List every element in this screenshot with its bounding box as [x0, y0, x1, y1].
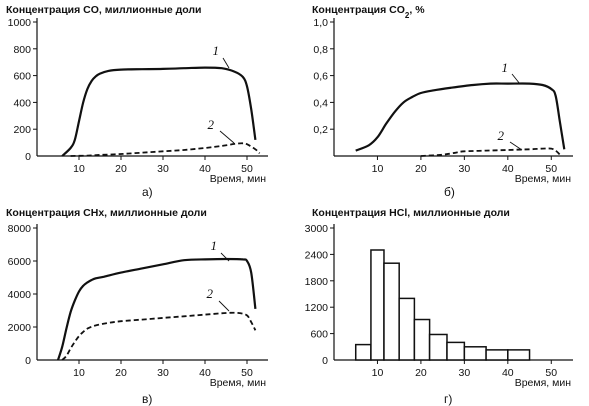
- curve-label-leader: [219, 130, 235, 144]
- x-tick-label: 40: [199, 163, 211, 175]
- title-subscript: 2: [405, 11, 410, 20]
- x-tick-label: 30: [157, 367, 169, 379]
- x-tick-label: 20: [115, 163, 127, 175]
- x-tick-label: 10: [73, 367, 85, 379]
- x-tick-label: 50: [545, 367, 557, 379]
- panel-label: б): [444, 185, 455, 199]
- chart-title: Концентрация HCl, миллионные доли: [312, 207, 510, 219]
- x-tick-label: 50: [241, 163, 253, 175]
- x-tick-label: 30: [157, 163, 169, 175]
- series-line-1: [355, 82, 566, 152]
- chart-title: Концентрация CO2, %: [312, 4, 425, 20]
- chart-panel-3: Концентрация CHx, миллионные доли 0 2000 40…: [6, 207, 268, 406]
- chart-panel-4: Концентрация HCl, миллионные доли 0 600 120…: [305, 207, 573, 406]
- y-tick-label: 600: [13, 71, 31, 83]
- histogram-bar: [507, 349, 531, 361]
- x-tick-label: 10: [372, 163, 384, 175]
- x-tick-label: 20: [415, 367, 427, 379]
- series-line-1: [61, 66, 257, 157]
- panel-label: в): [142, 392, 152, 406]
- x-tick-label: 30: [459, 163, 471, 175]
- histogram-bar: [370, 249, 385, 361]
- x-tick-label: 10: [73, 163, 85, 175]
- curve-label: 2: [498, 128, 505, 143]
- y-tick-label: 8000: [8, 223, 32, 235]
- x-axis-label: Время, мин: [515, 377, 572, 389]
- chart-panel-1: Концентрация CO, миллионные доли 0 200 400 6…: [6, 4, 268, 199]
- series-line-2: [70, 142, 261, 157]
- y-tick-label: 1000: [8, 17, 32, 29]
- title-main: Концентрация CO: [312, 4, 405, 16]
- x-axis-label: Время, мин: [210, 377, 267, 389]
- x-axis-label: Время, мин: [210, 173, 267, 185]
- y-tick-label: 0,8: [313, 44, 328, 56]
- x-tick-label: 40: [502, 163, 514, 175]
- y-tick-label: 0: [25, 151, 31, 163]
- y-tick-label: 0: [322, 355, 328, 367]
- y-tick-label: 600: [310, 329, 328, 341]
- curve-label: 2: [208, 117, 215, 132]
- x-tick-label: 30: [459, 367, 471, 379]
- histogram-bar: [446, 341, 466, 361]
- y-tick-label: 0: [25, 355, 31, 367]
- y-tick-label: 0,6: [313, 71, 328, 83]
- y-tick-label: 0,4: [313, 97, 328, 109]
- curve-label-leader: [511, 73, 521, 85]
- y-tick-label: 2400: [305, 249, 329, 261]
- curve-label-leader: [509, 141, 523, 151]
- x-tick-label: 10: [372, 367, 384, 379]
- histogram-bar: [463, 346, 487, 361]
- curve-label: 1: [211, 238, 218, 253]
- curve-label-leader: [222, 57, 230, 69]
- panel-label: а): [142, 185, 153, 199]
- x-axis-label: Время, мин: [515, 173, 572, 185]
- x-tick-label: 50: [241, 367, 253, 379]
- y-tick-label: 800: [13, 44, 31, 56]
- histogram-bar: [398, 297, 416, 361]
- y-tick-label: 1200: [305, 302, 329, 314]
- chart-title: Концентрация CHx, миллионные доли: [6, 207, 207, 219]
- x-tick-label: 20: [115, 367, 127, 379]
- y-tick-label: 1800: [305, 276, 329, 288]
- y-tick-label: 3000: [305, 223, 329, 235]
- series-line-2: [61, 311, 257, 361]
- y-tick-label: 1,0: [313, 17, 328, 29]
- x-tick-label: 40: [502, 367, 514, 379]
- histogram-bar: [428, 333, 448, 361]
- series-line-2: [420, 147, 561, 157]
- x-tick-label: 20: [415, 163, 427, 175]
- histogram-bar: [354, 343, 372, 361]
- y-tick-label: 200: [13, 124, 31, 136]
- x-tick-label: 50: [545, 163, 557, 175]
- curve-label: 1: [502, 60, 509, 75]
- chart-panel-2: Концентрация CO2, %0,20,40,60,81,010 20 30…: [312, 4, 573, 199]
- chart-title: Концентрация CO, миллионные доли: [6, 4, 202, 16]
- y-tick-label: 0,2: [313, 124, 328, 136]
- curve-label: 1: [213, 43, 220, 58]
- histogram-bar: [413, 318, 431, 361]
- y-tick-label: 6000: [8, 256, 32, 268]
- curve-label-leader: [220, 252, 230, 262]
- panel-label: г): [444, 392, 452, 406]
- histogram-bar: [485, 349, 509, 361]
- y-tick-label: 400: [13, 97, 31, 109]
- curve-label-leader: [218, 300, 230, 312]
- histogram-bar: [383, 262, 400, 361]
- y-tick-label: 2000: [8, 322, 32, 334]
- series-line-1: [56, 257, 257, 361]
- title-tail: , %: [409, 4, 425, 16]
- y-tick-label: 4000: [8, 289, 32, 301]
- curve-label: 2: [207, 286, 214, 301]
- x-tick-label: 40: [199, 367, 211, 379]
